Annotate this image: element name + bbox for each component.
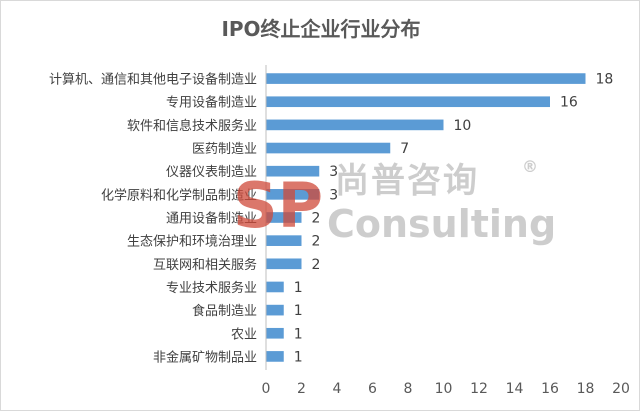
watermark-cn-text: 尚普咨询 <box>335 161 479 201</box>
data-label: 2 <box>312 211 321 227</box>
category-label: 互联网和相关服务 <box>153 257 257 273</box>
data-label: 1 <box>294 326 303 342</box>
x-tick-label: 0 <box>262 381 271 397</box>
bar <box>266 304 284 316</box>
x-tick-label: 10 <box>435 381 453 397</box>
category-label: 专业技术服务业 <box>166 280 257 296</box>
data-label: 2 <box>312 257 321 273</box>
x-tick-label: 16 <box>541 381 559 397</box>
data-label: 1 <box>294 349 303 365</box>
category-label: 非金属矿物制品业 <box>153 349 257 365</box>
watermark-registered: ® <box>522 157 538 176</box>
data-label: 18 <box>596 72 614 88</box>
chart-title: IPO终止企业行业分布 <box>221 17 421 41</box>
x-tick-label: 6 <box>368 381 377 397</box>
x-tick-label: 2 <box>297 381 306 397</box>
bar <box>266 235 302 246</box>
watermark-logo: SP <box>233 169 323 242</box>
bar <box>266 96 550 108</box>
bar <box>266 142 391 154</box>
bar <box>266 165 320 177</box>
data-label: 1 <box>294 303 303 319</box>
bar <box>266 258 302 270</box>
data-label: 10 <box>454 118 472 134</box>
x-tick-label: 4 <box>333 381 342 397</box>
category-label: 计算机、通信和其他电子设备制造业 <box>49 72 257 88</box>
x-tick-label: 12 <box>470 381 488 397</box>
x-tick-label: 18 <box>577 381 595 397</box>
x-tick-label: 8 <box>404 381 413 397</box>
x-tick-label: 14 <box>506 381 524 397</box>
data-label: 1 <box>294 280 303 296</box>
bar <box>266 212 302 223</box>
category-label: 通用设备制造业 <box>166 211 257 227</box>
category-label: 仪器仪表制造业 <box>166 165 257 180</box>
data-label: 7 <box>400 141 409 157</box>
category-label: 生态保护和环境治理业 <box>127 235 257 250</box>
bar <box>266 73 586 84</box>
category-label: 食品制造业 <box>192 303 257 319</box>
bar <box>266 327 284 339</box>
data-label: 3 <box>329 164 338 180</box>
watermark-en-text: Consulting <box>327 202 556 246</box>
category-label: 农业 <box>231 327 257 342</box>
bar <box>266 351 284 362</box>
data-label: 16 <box>560 95 578 111</box>
bar <box>266 189 320 200</box>
x-tick-label: 20 <box>612 381 630 397</box>
data-label: 2 <box>312 234 321 250</box>
category-label: 化学原料和化学制品制造业 <box>101 187 257 203</box>
category-label: 软件和信息技术服务业 <box>127 118 257 134</box>
bar <box>266 119 444 131</box>
data-label: 3 <box>329 187 338 203</box>
category-label: 专用设备制造业 <box>166 95 257 111</box>
bar <box>266 281 284 293</box>
category-label: 医药制造业 <box>192 142 257 157</box>
